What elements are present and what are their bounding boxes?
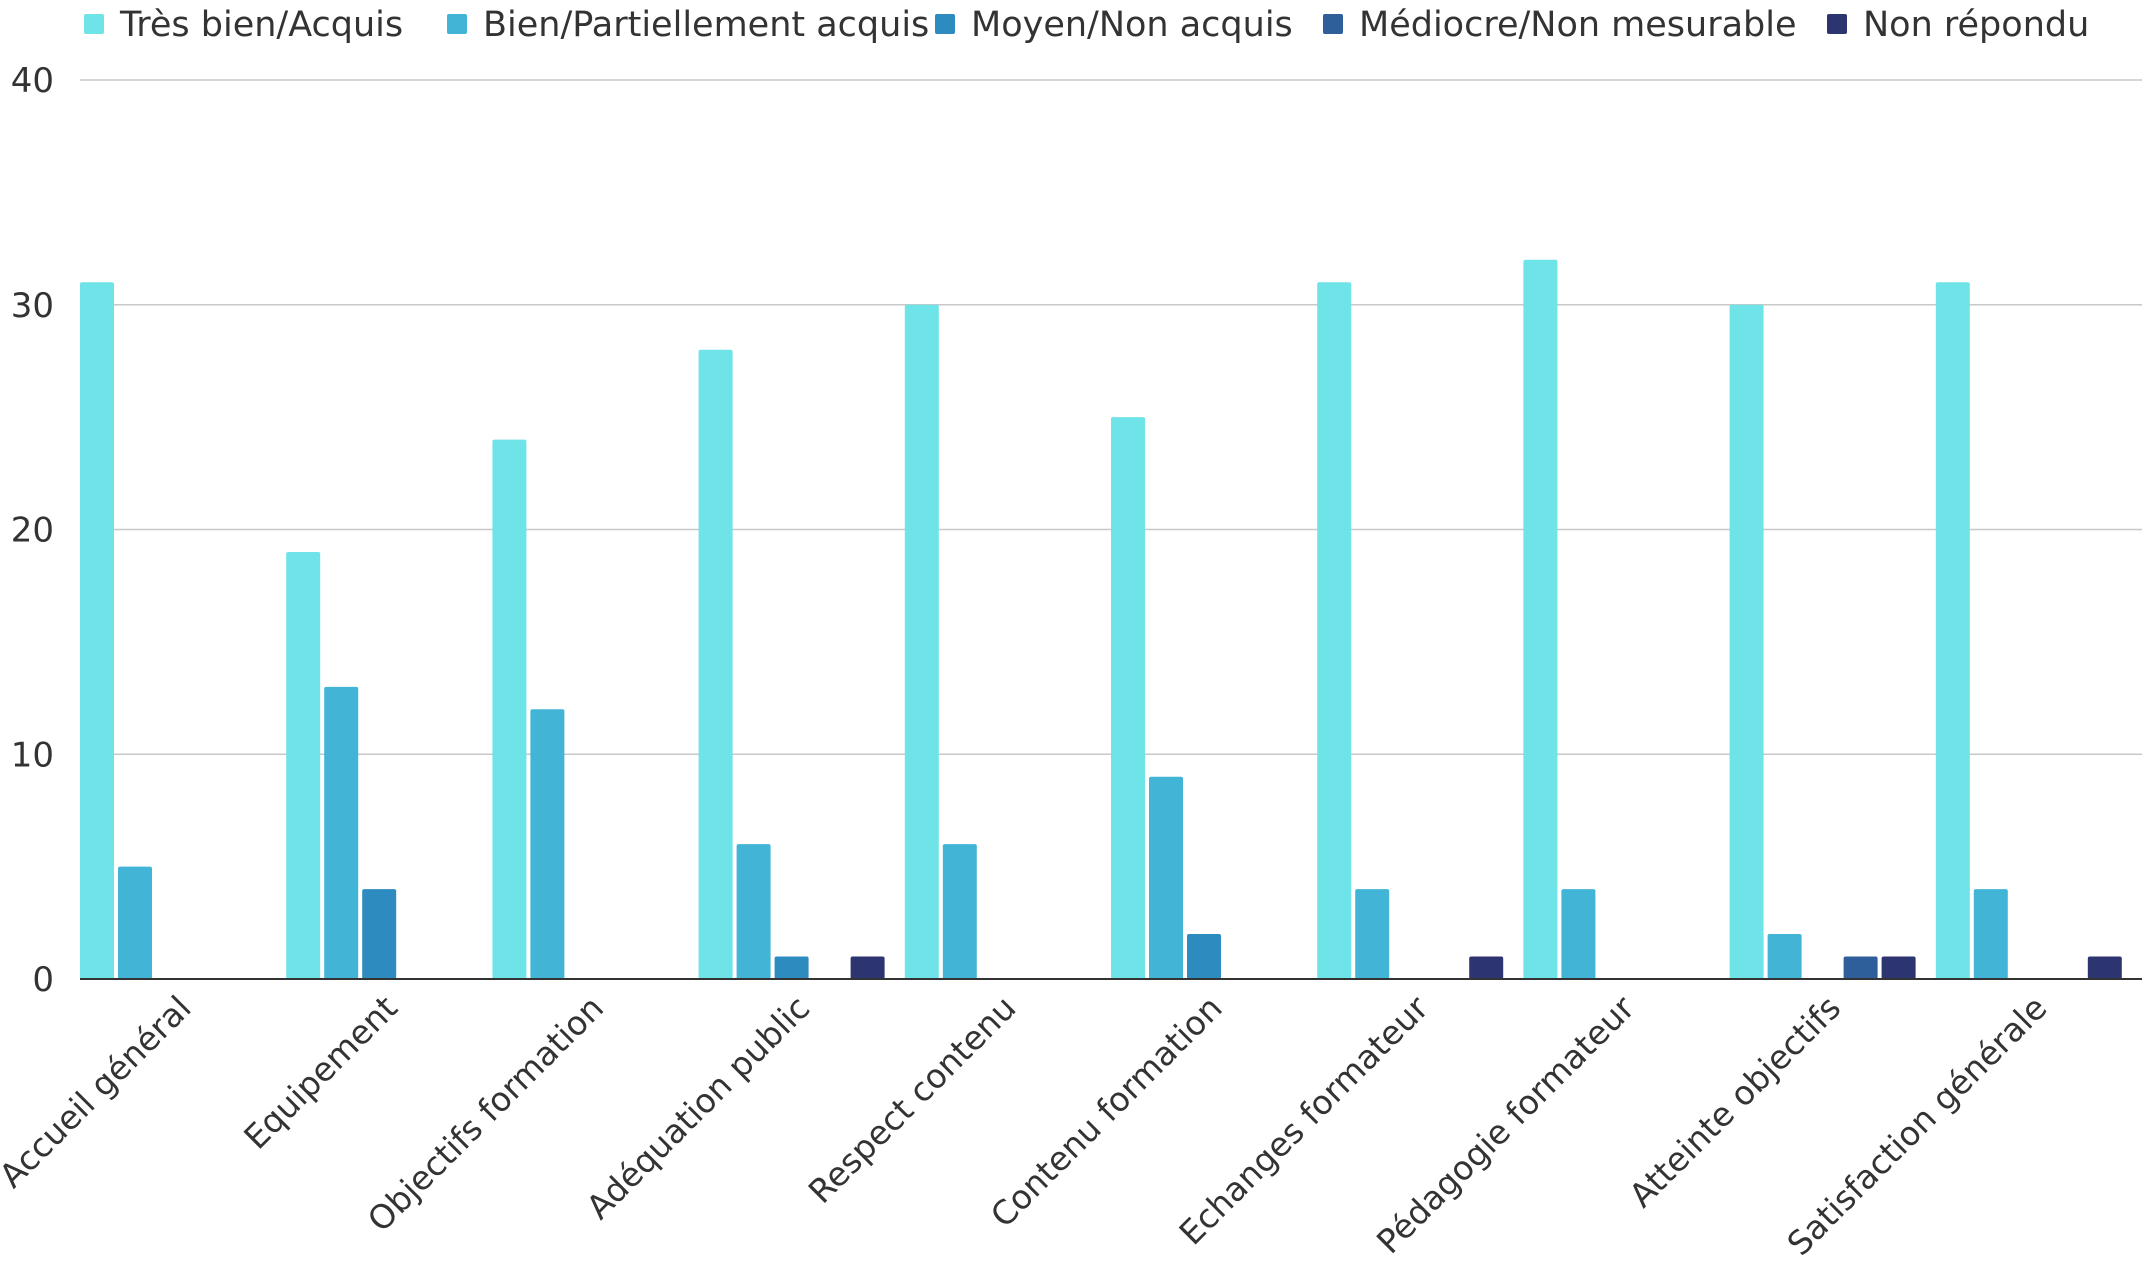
legend-item: Bien/Partiellement acquis — [447, 5, 929, 45]
x-category-label: Objectifs formation — [360, 988, 611, 1239]
legend-swatch — [1827, 14, 1847, 34]
y-tick-label: 0 — [32, 960, 54, 1000]
bar — [80, 282, 114, 979]
legend-label: Médiocre/Non mesurable — [1359, 5, 1797, 45]
bar — [492, 439, 527, 980]
bar — [1523, 259, 1558, 979]
bar — [530, 709, 565, 979]
legend-item: Moyen/Non acquis — [935, 5, 1293, 45]
bar — [698, 349, 733, 979]
legend-item: Très bien/Acquis — [84, 5, 403, 45]
bar — [942, 844, 977, 979]
bar — [1843, 956, 1878, 979]
bar — [1767, 934, 1802, 979]
legend-swatch — [84, 14, 104, 34]
x-category-label: Atteinte objectifs — [1622, 988, 1849, 1215]
bar — [1149, 776, 1183, 979]
legend-swatch — [935, 14, 955, 34]
bar — [1935, 282, 1970, 979]
legend-swatch — [447, 14, 467, 34]
legend-label: Très bien/Acquis — [119, 5, 403, 45]
legend-item: Non répondu — [1827, 5, 2089, 45]
bar — [1973, 889, 2008, 979]
legend-item: Médiocre/Non mesurable — [1323, 5, 1797, 45]
legend-label: Non répondu — [1863, 5, 2089, 45]
bar — [118, 866, 152, 979]
legend: Très bien/Acquis Bien/Partiellement acqui… — [84, 5, 2089, 45]
bars — [80, 259, 2122, 980]
bar — [1729, 304, 1764, 979]
y-axis-ticks: 0 10 20 30 40 — [11, 61, 54, 1000]
x-category-label: Equipement — [236, 988, 405, 1157]
y-tick-label: 40 — [11, 61, 54, 101]
bar — [774, 956, 809, 979]
bar — [736, 844, 771, 979]
y-tick-label: 10 — [11, 735, 54, 775]
bar — [904, 304, 939, 979]
x-category-label: Accueil général — [0, 988, 199, 1195]
legend-label: Bien/Partiellement acquis — [483, 5, 929, 45]
bar — [1355, 889, 1390, 979]
bar — [1317, 282, 1352, 979]
bar — [286, 551, 321, 979]
bar — [2087, 956, 2122, 979]
y-tick-label: 30 — [11, 286, 54, 326]
bar — [850, 956, 885, 979]
x-category-label: Contenu formation — [983, 988, 1230, 1235]
x-category-label: Adéquation public — [579, 988, 818, 1227]
x-category-label: Respect contenu — [801, 988, 1024, 1211]
bar — [1111, 417, 1145, 979]
bar — [1561, 889, 1596, 979]
bar — [1187, 934, 1221, 979]
bar — [1881, 956, 1916, 979]
bar — [1469, 956, 1504, 979]
bar — [324, 686, 359, 979]
legend-swatch — [1323, 14, 1343, 34]
legend-label: Moyen/Non acquis — [971, 5, 1293, 45]
bar — [362, 889, 397, 979]
y-tick-label: 20 — [11, 511, 54, 551]
